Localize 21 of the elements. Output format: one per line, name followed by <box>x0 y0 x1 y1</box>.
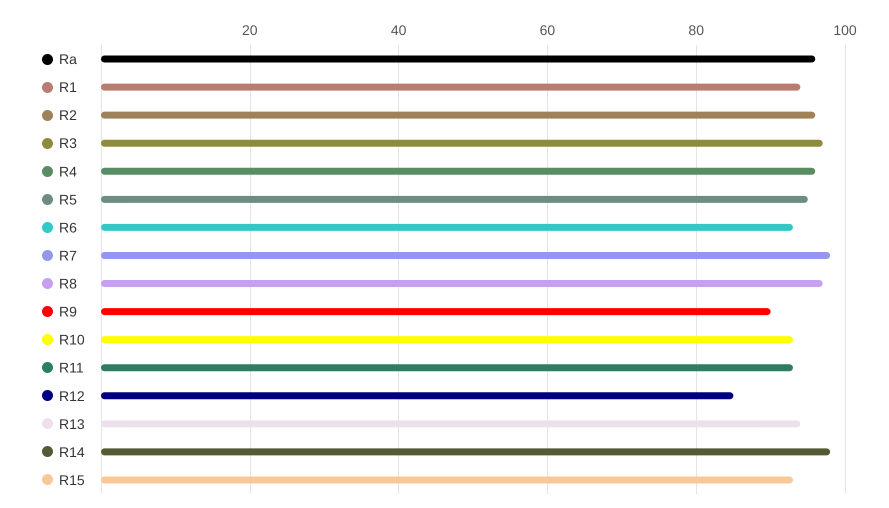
y-tick-label: R10 <box>59 332 85 348</box>
y-tick-label: R14 <box>59 444 85 460</box>
x-tick-label: 60 <box>540 22 556 38</box>
y-tick-label: Ra <box>59 51 78 68</box>
y-tick-label: R7 <box>59 247 78 264</box>
x-tick-label: 100 <box>833 22 857 38</box>
y-tick-label: R13 <box>59 416 85 432</box>
y-tick-label: R11 <box>59 360 84 376</box>
y-tick-label: R6 <box>59 219 78 236</box>
y-tick-label: R15 <box>59 472 85 488</box>
y-tick-label: R3 <box>59 135 78 152</box>
y-tick-label: R2 <box>59 107 78 124</box>
y-tick-label: R5 <box>59 191 78 208</box>
y-tick-label: R12 <box>59 388 85 404</box>
y-tick-label: R1 <box>59 79 78 96</box>
x-tick-label: 20 <box>242 22 258 38</box>
y-tick-label: R9 <box>59 304 78 320</box>
x-tick-label: 80 <box>688 22 704 38</box>
x-tick-label: 40 <box>390 22 407 38</box>
y-tick-label: R8 <box>59 276 78 292</box>
y-tick-label: R4 <box>59 163 78 180</box>
